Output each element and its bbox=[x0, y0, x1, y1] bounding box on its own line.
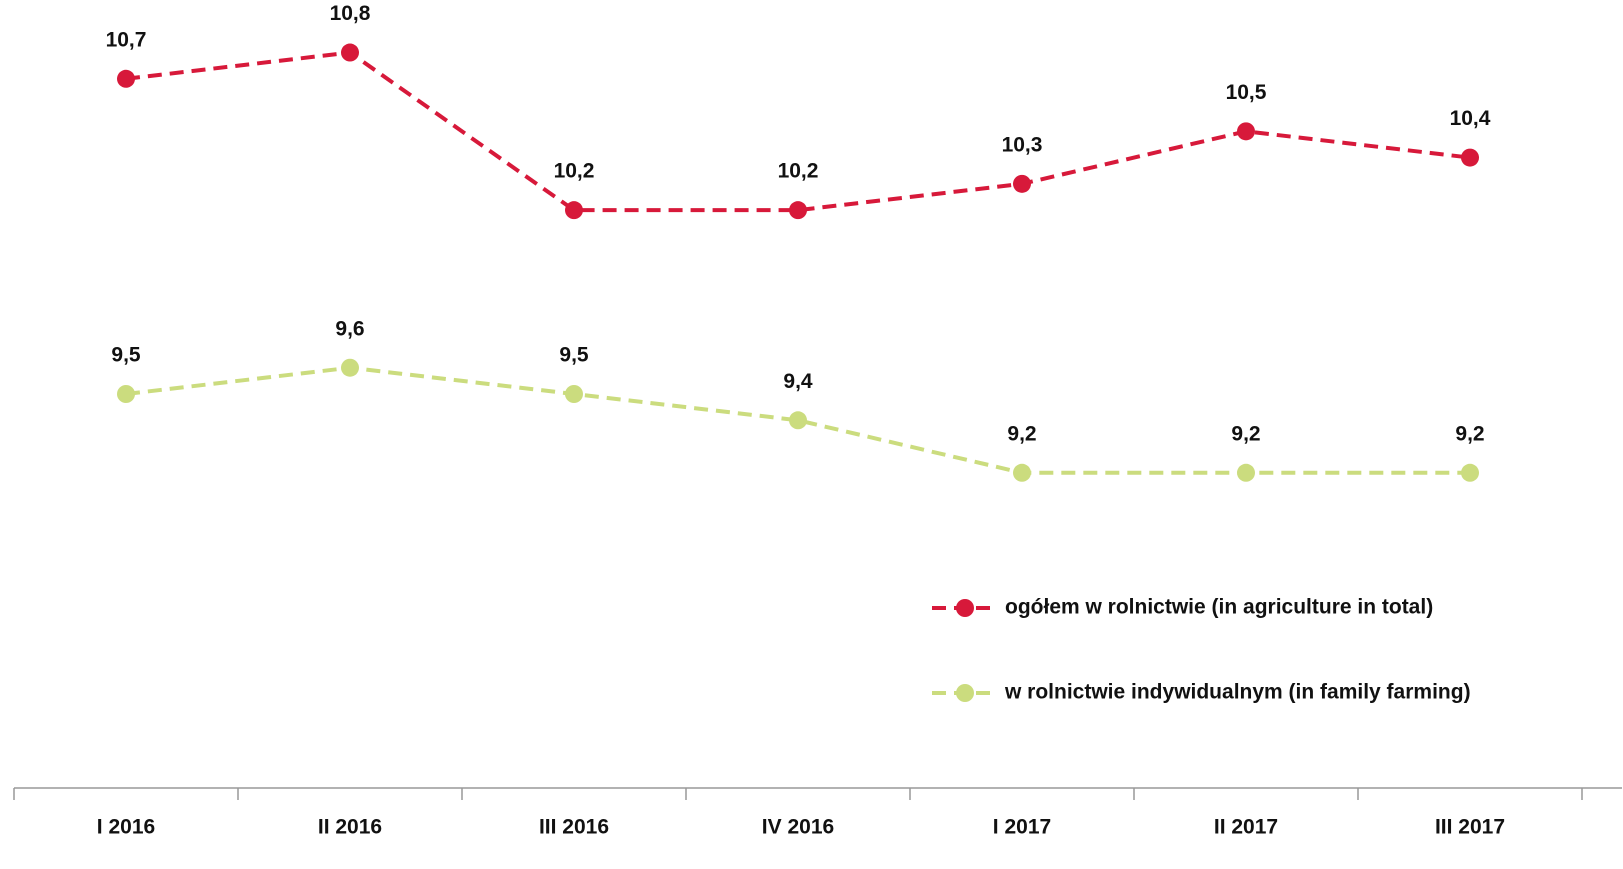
x-tick-label: I 2016 bbox=[97, 816, 155, 839]
data-label: 9,2 bbox=[1007, 422, 1036, 445]
legend-swatch-marker bbox=[956, 599, 974, 617]
data-point bbox=[1461, 148, 1479, 167]
data-label: 10,2 bbox=[778, 160, 819, 183]
x-tick-label: IV 2016 bbox=[762, 816, 834, 839]
data-label: 10,4 bbox=[1450, 107, 1491, 130]
data-label: 9,5 bbox=[111, 344, 141, 367]
series-line bbox=[125, 50, 1471, 213]
x-tick-label: III 2016 bbox=[539, 816, 609, 839]
data-label: 9,6 bbox=[335, 317, 364, 340]
data-point bbox=[117, 69, 135, 88]
data-label: 9,2 bbox=[1231, 422, 1260, 445]
data-label: 9,2 bbox=[1455, 422, 1484, 445]
data-point bbox=[1013, 174, 1031, 193]
data-label: 9,4 bbox=[783, 370, 813, 393]
legend-swatch-marker bbox=[956, 684, 974, 702]
data-point bbox=[341, 43, 359, 62]
data-point bbox=[1013, 463, 1031, 482]
data-label: 10,8 bbox=[330, 2, 371, 25]
x-tick-label: III 2017 bbox=[1435, 816, 1505, 839]
data-point bbox=[117, 385, 135, 403]
data-point bbox=[1237, 463, 1255, 482]
data-label: 9,5 bbox=[559, 344, 589, 367]
data-label: 10,2 bbox=[554, 160, 595, 183]
data-point bbox=[565, 201, 583, 220]
data-point bbox=[789, 411, 807, 430]
x-tick-label: I 2017 bbox=[993, 816, 1051, 839]
data-label: 10,3 bbox=[1002, 133, 1043, 156]
data-point bbox=[1237, 122, 1255, 141]
x-tick-label: II 2016 bbox=[318, 816, 382, 839]
legend-label: ogółem w rolnictwie (in agriculture in t… bbox=[1005, 596, 1433, 619]
data-label: 10,7 bbox=[106, 28, 147, 51]
data-point bbox=[789, 201, 807, 220]
data-point bbox=[341, 358, 359, 377]
legend-label: w rolnictwie indywidualnym (in family fa… bbox=[1004, 681, 1471, 704]
data-point bbox=[1461, 463, 1479, 482]
data-label: 10,5 bbox=[1226, 81, 1267, 104]
data-point bbox=[565, 385, 583, 403]
x-tick-label: II 2017 bbox=[1214, 816, 1278, 839]
